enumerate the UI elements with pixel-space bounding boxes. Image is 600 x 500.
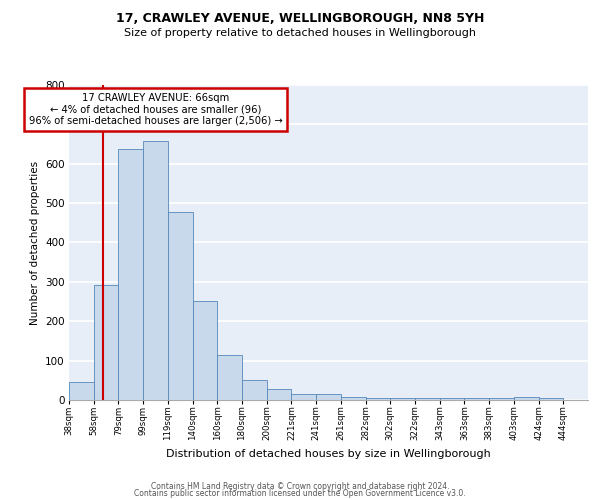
Bar xyxy=(118,149,143,400)
Bar xyxy=(514,397,539,400)
Text: Size of property relative to detached houses in Wellingborough: Size of property relative to detached ho… xyxy=(124,28,476,38)
Bar xyxy=(539,398,563,400)
Bar xyxy=(242,380,267,400)
Bar xyxy=(143,141,168,400)
Bar xyxy=(390,398,415,400)
Text: 17 CRAWLEY AVENUE: 66sqm
← 4% of detached houses are smaller (96)
96% of semi-de: 17 CRAWLEY AVENUE: 66sqm ← 4% of detache… xyxy=(29,93,283,126)
Text: 17, CRAWLEY AVENUE, WELLINGBOROUGH, NN8 5YH: 17, CRAWLEY AVENUE, WELLINGBOROUGH, NN8 … xyxy=(116,12,484,26)
Bar xyxy=(193,301,217,400)
Text: Contains HM Land Registry data © Crown copyright and database right 2024.: Contains HM Land Registry data © Crown c… xyxy=(151,482,449,491)
Bar xyxy=(415,398,440,400)
Bar xyxy=(365,398,390,400)
Bar xyxy=(69,382,94,400)
Bar xyxy=(267,389,292,400)
Bar xyxy=(217,355,242,400)
Bar xyxy=(168,212,193,400)
Bar xyxy=(316,394,341,400)
Bar xyxy=(489,398,514,400)
Bar xyxy=(440,398,464,400)
Bar xyxy=(292,394,316,400)
Bar xyxy=(464,398,489,400)
Bar xyxy=(341,397,365,400)
Text: Contains public sector information licensed under the Open Government Licence v3: Contains public sector information licen… xyxy=(134,489,466,498)
Bar xyxy=(94,284,118,400)
Y-axis label: Number of detached properties: Number of detached properties xyxy=(29,160,40,324)
X-axis label: Distribution of detached houses by size in Wellingborough: Distribution of detached houses by size … xyxy=(166,449,491,459)
